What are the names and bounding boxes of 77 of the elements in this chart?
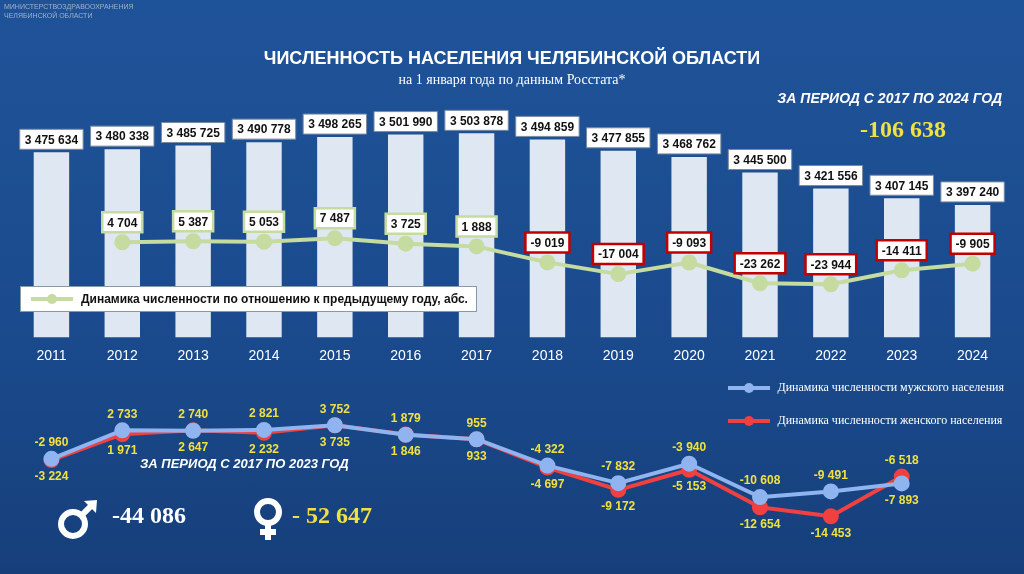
data-label: 2 647 — [178, 440, 209, 455]
data-label: 933 — [466, 448, 487, 463]
data-label: -7 832 — [601, 459, 636, 474]
data-label: 5 387 — [178, 214, 209, 229]
data-label: -9 093 — [672, 235, 707, 250]
data-label: -10 608 — [739, 473, 781, 488]
data-label: 1 971 — [107, 443, 138, 458]
data-label: 3 475 634 — [24, 132, 79, 147]
data-label: 3 445 500 — [733, 152, 788, 167]
data-label: -7 893 — [884, 492, 920, 507]
data-label: 955 — [466, 415, 487, 430]
x-tick-label: 2015 — [319, 347, 351, 364]
data-label: -3 224 — [34, 469, 69, 484]
data-label: -9 019 — [530, 235, 565, 250]
chart-subtitle: на 1 января года по данным Росстата* — [398, 71, 626, 87]
data-label: 2 232 — [248, 442, 280, 457]
data-label: -6 518 — [884, 452, 920, 467]
data-label: -9 172 — [601, 499, 636, 514]
data-label: 3 397 240 — [945, 185, 1000, 200]
data-label: 3 498 265 — [308, 117, 362, 132]
data-label: 3 725 — [390, 217, 422, 231]
annotation: - 52 647 — [292, 502, 372, 529]
x-tick-label: 2016 — [390, 347, 422, 364]
x-tick-label: 2014 — [248, 347, 280, 364]
text: ЗА ПЕРИОД С 2017 ПО 2024 ГОД — [777, 90, 1002, 106]
data-label: 3 752 — [319, 401, 351, 416]
x-tick-label: 2012 — [106, 347, 139, 364]
legend-label: Динамика численности по отношению к предыдущему году, абс. — [81, 292, 468, 307]
x-tick-label: 2018 — [531, 347, 564, 364]
data-label: 4 704 — [107, 215, 138, 230]
data-label: 2 733 — [107, 406, 138, 421]
data-label: 3 407 145 — [875, 178, 929, 193]
data-label: -23 944 — [810, 257, 852, 272]
x-tick-label: 2013 — [177, 347, 209, 364]
data-label: -14 453 — [810, 525, 852, 540]
data-label: 3 735 — [319, 434, 351, 449]
data-label: 5 053 — [248, 215, 280, 230]
legend-label: Динамика численности женского населения — [777, 413, 1003, 428]
data-label: 7 487 — [319, 211, 351, 226]
x-tick-label: 2011 — [36, 347, 67, 364]
x-tick-label: 2022 — [815, 347, 847, 364]
data-label: -9 491 — [813, 467, 849, 482]
data-label: 1 846 — [390, 444, 422, 459]
annotation: -106 638 — [860, 116, 946, 143]
data-label: -3 940 — [672, 440, 707, 455]
data-label: -2 960 — [34, 435, 69, 450]
x-tick-label: 2019 — [602, 347, 635, 364]
x-tick-label: 2023 — [886, 347, 918, 364]
data-label: -5 153 — [672, 479, 707, 494]
data-label: 3 503 878 — [449, 113, 504, 128]
data-label: 3 501 990 — [379, 114, 433, 129]
annotation: -44 086 — [112, 502, 186, 529]
data-label: 1 879 — [390, 410, 422, 425]
data-label: 3 477 855 — [591, 131, 646, 146]
annotation: ЗА ПЕРИОД С 2017 ПО 2023 ГОД — [140, 456, 349, 471]
data-label: 3 480 338 — [95, 129, 150, 144]
legend-label: Динамика численности мужского населения — [777, 380, 1004, 395]
x-tick-label: 2020 — [673, 347, 705, 364]
data-label: 2 740 — [178, 406, 209, 421]
data-label: -4 697 — [530, 476, 565, 491]
data-label: 3 494 859 — [520, 119, 575, 134]
x-tick-label: 2021 — [744, 347, 776, 364]
data-label: -12 654 — [739, 516, 781, 531]
data-label: 2 821 — [248, 406, 280, 421]
data-label: 1 888 — [461, 219, 492, 234]
data-label: -9 905 — [955, 237, 990, 251]
data-label: 3 421 556 — [804, 168, 858, 183]
data-label: 3 485 725 — [166, 125, 221, 140]
data-label: 3 468 762 — [662, 137, 717, 152]
data-label: 3 490 778 — [237, 122, 292, 137]
data-label: -14 411 — [881, 243, 923, 258]
data-label: -4 322 — [530, 441, 565, 456]
x-tick-label: 2024 — [956, 347, 989, 364]
chart-title: ЧИСЛЕННОСТЬ НАСЕЛЕНИЯ ЧЕЛЯБИНСКОЙ ОБЛАСТИ — [263, 46, 761, 68]
x-tick-label: 2017 — [460, 347, 493, 364]
data-label: -23 262 — [739, 256, 781, 271]
data-label: -17 004 — [597, 247, 639, 262]
